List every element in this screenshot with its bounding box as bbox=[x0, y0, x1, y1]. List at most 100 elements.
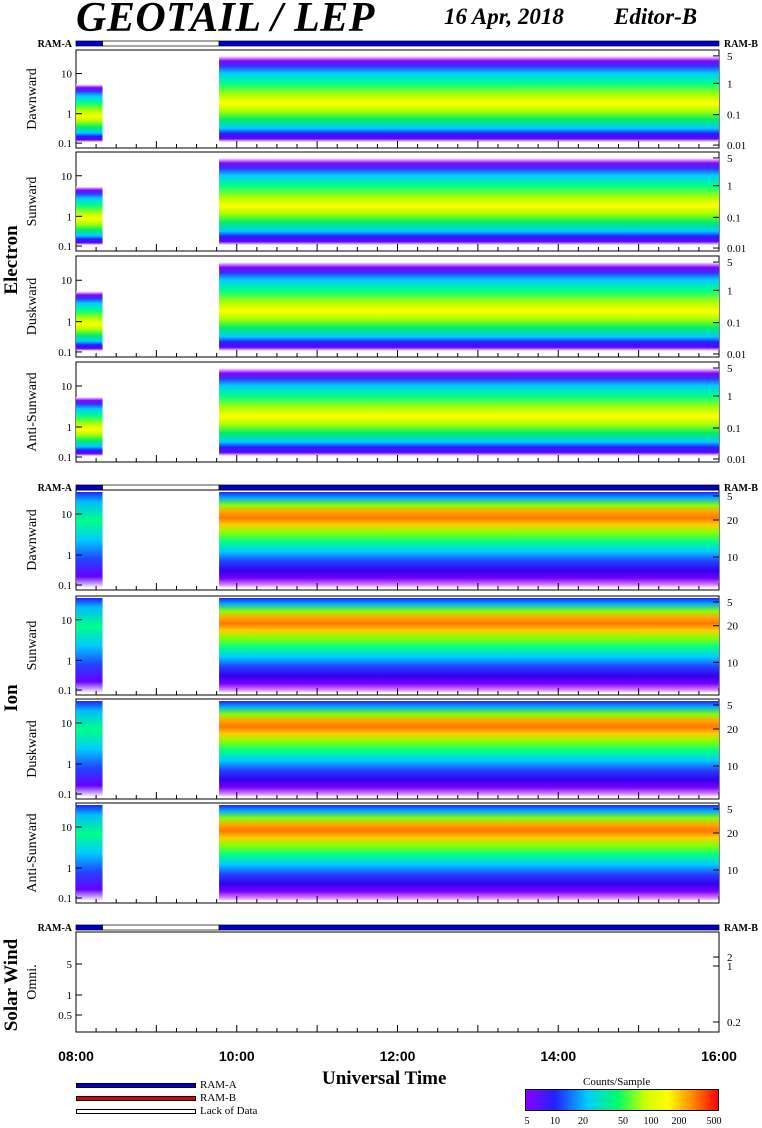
left-tick-label: 1 bbox=[67, 759, 73, 771]
spectrogram-fill bbox=[219, 262, 719, 351]
x-tick-label: 14:00 bbox=[540, 1048, 576, 1064]
right-tick-label: 0.01 bbox=[727, 243, 746, 255]
left-tick-label: 10 bbox=[61, 718, 73, 730]
right-tick-label: 0.2 bbox=[727, 1017, 741, 1029]
right-tick-label: 20 bbox=[727, 724, 739, 736]
right-tick-label: 1 bbox=[727, 285, 733, 297]
spectrogram-fill bbox=[219, 597, 719, 694]
spectrogram-fill bbox=[219, 492, 719, 588]
panel-label: Omni. bbox=[25, 964, 40, 999]
left-tick-label: 1 bbox=[67, 317, 73, 329]
right-tick-label: 5 bbox=[727, 597, 733, 609]
colorbar bbox=[525, 1089, 719, 1111]
x-tick-label: 08:00 bbox=[58, 1048, 94, 1064]
spectrogram-fill bbox=[76, 597, 103, 694]
left-tick-label: 1 bbox=[67, 863, 73, 875]
spectrogram-fill bbox=[219, 368, 719, 456]
panel-label: Anti-Sunward bbox=[25, 372, 40, 451]
left-tick-label: 10 bbox=[61, 171, 73, 183]
right-tick-label: 5 bbox=[727, 257, 733, 269]
left-tick-label: 0.1 bbox=[58, 452, 72, 464]
x-tick-label: 12:00 bbox=[380, 1048, 416, 1064]
mode-label-right: RAM-B bbox=[724, 923, 758, 934]
right-tick-label: 10 bbox=[727, 761, 739, 773]
mode-bar-segment bbox=[75, 40, 103, 47]
right-tick-label: 0.1 bbox=[727, 212, 741, 224]
spectrogram-fill bbox=[76, 492, 103, 588]
x-tick-label: 16:00 bbox=[701, 1048, 737, 1064]
mode-label-left: RAM-A bbox=[38, 923, 73, 934]
panel-frame bbox=[75, 931, 720, 1033]
panel-label: Duskward bbox=[25, 720, 40, 778]
colorbar-tick: 50 bbox=[618, 1116, 628, 1127]
left-tick-label: 10 bbox=[61, 509, 73, 521]
mode-bar-segment bbox=[102, 924, 220, 931]
right-tick-label: 5 bbox=[727, 153, 733, 165]
left-tick-label: 10 bbox=[61, 381, 73, 393]
left-tick-label: 10 bbox=[61, 822, 73, 834]
spectrogram-fill bbox=[219, 701, 719, 797]
group-label: Electron bbox=[1, 225, 22, 295]
legend-lack-of-data: Lack of Data bbox=[76, 1105, 258, 1117]
legend-ram-a-label: RAM-A bbox=[200, 1079, 237, 1091]
legend-ram-b: RAM-B bbox=[76, 1092, 237, 1104]
right-tick-label: 5 bbox=[727, 804, 733, 816]
right-tick-label: 0.01 bbox=[727, 454, 746, 466]
left-tick-label: 0.1 bbox=[58, 685, 72, 697]
right-tick-label: 1 bbox=[727, 961, 733, 973]
right-tick-label: 1 bbox=[727, 181, 733, 193]
spectrogram-fill bbox=[76, 701, 103, 797]
right-tick-label: 0.01 bbox=[727, 349, 746, 361]
left-tick-label: 1 bbox=[67, 655, 73, 667]
group-label: Solar Wind bbox=[1, 938, 22, 1031]
legend-ram-a: RAM-A bbox=[76, 1079, 237, 1091]
left-tick-label: 0.1 bbox=[58, 789, 72, 801]
right-tick-label: 20 bbox=[727, 828, 739, 840]
mode-bar-segment bbox=[218, 924, 720, 931]
colorbar-tick: 20 bbox=[578, 1116, 588, 1127]
left-tick-label: 0.1 bbox=[58, 580, 72, 592]
right-tick-label: 5 bbox=[727, 51, 733, 63]
colorbar-title: Counts/Sample bbox=[583, 1076, 651, 1088]
right-tick-label: 20 bbox=[727, 621, 739, 633]
legend-ram-b-label: RAM-B bbox=[200, 1092, 237, 1104]
right-tick-label: 5 bbox=[727, 700, 733, 712]
left-tick-label: 0.1 bbox=[58, 241, 72, 253]
legend-lack-of-data-label: Lack of Data bbox=[200, 1105, 258, 1117]
mode-bar-segment bbox=[75, 924, 103, 931]
mode-label-right: RAM-B bbox=[724, 39, 758, 50]
mode-label-left: RAM-A bbox=[38, 39, 73, 50]
mode-label-left: RAM-A bbox=[38, 483, 73, 494]
panel-label: Sunward bbox=[25, 621, 40, 671]
left-tick-label: 1 bbox=[67, 990, 73, 1002]
spectrogram-fill bbox=[76, 291, 103, 351]
right-tick-label: 10 bbox=[727, 865, 739, 877]
panel-label: Duskward bbox=[25, 278, 40, 336]
panel-label: Sunward bbox=[25, 177, 40, 227]
mode-bar-segment bbox=[218, 40, 720, 47]
left-tick-label: 0.1 bbox=[58, 138, 72, 150]
x-axis-title: Universal Time bbox=[322, 1068, 447, 1089]
panel-label: Anti-Sunward bbox=[25, 813, 40, 892]
date-label: 16 Apr, 2018 bbox=[444, 4, 564, 29]
right-tick-label: 10 bbox=[727, 657, 739, 669]
right-tick-label: 0.1 bbox=[727, 423, 741, 435]
colorbar-tick: 500 bbox=[706, 1116, 722, 1127]
panel-label: Dawnward bbox=[25, 68, 40, 129]
legend-ram-b-swatch bbox=[76, 1095, 196, 1101]
right-tick-label: 1 bbox=[727, 391, 733, 403]
left-tick-label: 0.5 bbox=[58, 1010, 72, 1022]
right-tick-label: 10 bbox=[727, 552, 739, 564]
panel-label: Dawnward bbox=[25, 509, 40, 570]
mode-bar-segment bbox=[102, 484, 220, 491]
left-tick-label: 10 bbox=[61, 615, 73, 627]
mode-bar-segment bbox=[75, 484, 103, 491]
spectrogram-fill bbox=[219, 55, 719, 143]
right-tick-label: 0.1 bbox=[727, 110, 741, 122]
colorbar-tick: 200 bbox=[671, 1116, 687, 1127]
x-tick-label: 10:00 bbox=[219, 1048, 255, 1064]
colorbar-tick: 5 bbox=[524, 1116, 530, 1127]
spectrogram-fill bbox=[219, 157, 719, 246]
right-tick-label: 0.1 bbox=[727, 318, 741, 330]
